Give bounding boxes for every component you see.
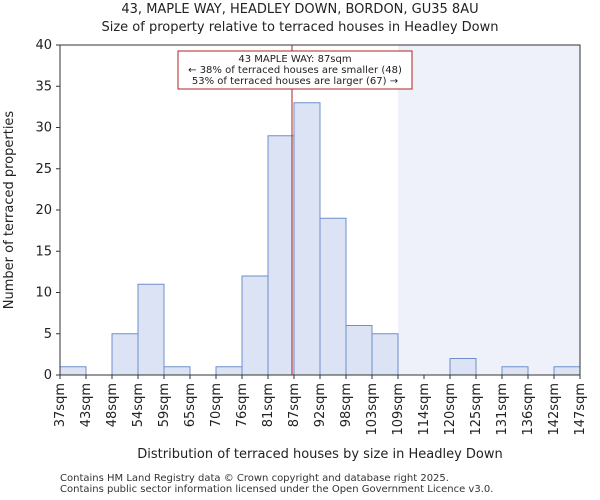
x-tick-label: 98sqm [339, 383, 354, 427]
footer-line2: Contains public sector information licen… [60, 484, 494, 495]
x-tick-label: 59sqm [157, 383, 172, 427]
x-tick-label: 125sqm [469, 383, 484, 436]
x-tick-label: 65sqm [183, 383, 198, 427]
histogram-bar-59sqm [163, 366, 191, 376]
y-tick-label: 30 [35, 121, 52, 136]
x-tick-label: 37sqm [53, 383, 68, 427]
histogram-bar-54sqm [137, 283, 165, 376]
x-tick-label: 70sqm [209, 383, 224, 427]
histogram-bar-81sqm [267, 135, 295, 376]
chart-title-line2: Size of property relative to terraced ho… [101, 20, 499, 35]
x-tick-label: 120sqm [443, 383, 458, 436]
x-tick-label: 43sqm [79, 383, 94, 427]
y-tick-label: 35 [35, 79, 52, 94]
histogram-bar-87sqm [293, 102, 321, 376]
x-axis-label: Distribution of terraced houses by size … [137, 447, 502, 462]
annotation-box [177, 50, 413, 90]
y-tick-label: 20 [35, 203, 52, 218]
x-tick-label: 147sqm [573, 383, 588, 436]
x-tick-label: 103sqm [365, 383, 380, 436]
annotation-line2: ← 38% of terraced houses are smaller (48… [188, 65, 402, 76]
y-tick-label: 0 [44, 368, 52, 383]
y-tick-label: 25 [35, 162, 52, 177]
larger-region-shade [398, 45, 580, 375]
property-annotation: 43 MAPLE WAY: 87sqm ← 38% of terraced ho… [177, 50, 413, 90]
x-tick-label: 87sqm [287, 383, 302, 427]
x-tick-label: 109sqm [391, 383, 406, 436]
y-axis-label: Number of terraced properties [2, 111, 17, 310]
histogram-bar-92sqm [319, 217, 347, 376]
annotation-line3: 53% of terraced houses are larger (67) → [192, 76, 398, 87]
x-tick-label: 48sqm [105, 383, 120, 427]
chart-title-line1: 43, MAPLE WAY, HEADLEY DOWN, BORDON, GU3… [121, 2, 479, 17]
y-tick-label: 15 [35, 244, 52, 259]
x-tick-label: 54sqm [131, 383, 146, 427]
x-tick-label: 136sqm [521, 383, 536, 436]
footer-line1: Contains HM Land Registry data © Crown c… [60, 473, 449, 484]
histogram-bar-37sqm [59, 366, 87, 376]
histogram-bar-76sqm [241, 275, 269, 376]
annotation-line1: 43 MAPLE WAY: 87sqm [238, 54, 351, 65]
y-tick-label: 10 [35, 286, 52, 301]
y-tick-label: 5 [44, 327, 52, 342]
histogram-bar-48sqm [111, 333, 139, 376]
x-tick-label: 142sqm [547, 383, 562, 436]
histogram-bar-103sqm [371, 333, 399, 376]
x-tick-label: 131sqm [495, 383, 510, 436]
histogram-bar-70sqm [215, 366, 243, 376]
x-tick-label: 92sqm [313, 383, 328, 427]
y-tick-label: 40 [35, 38, 52, 53]
histogram-bar-120sqm [449, 358, 477, 376]
histogram-bar-131sqm [501, 366, 529, 376]
x-tick-label: 76sqm [235, 383, 250, 427]
histogram-bar-98sqm [345, 325, 373, 376]
histogram-bar-142sqm [553, 366, 581, 376]
x-tick-label: 81sqm [261, 383, 276, 427]
x-tick-label: 114sqm [417, 383, 432, 436]
